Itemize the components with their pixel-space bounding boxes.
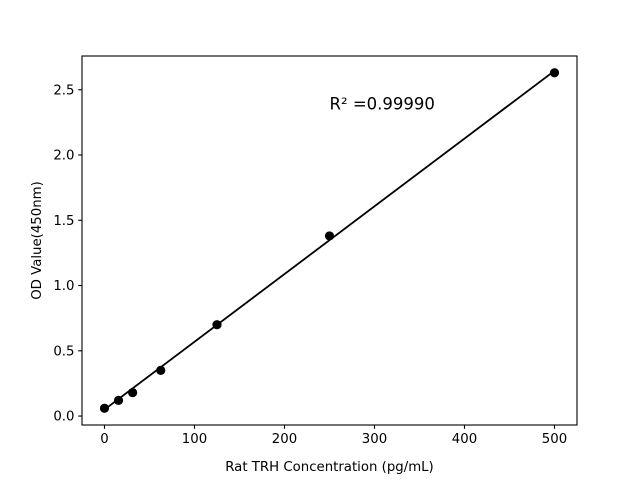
data-point (128, 387, 138, 398)
y-tick-label: 1.5 (53, 214, 74, 229)
plot-frame (81, 55, 578, 426)
y-tick-label: 0.5 (53, 344, 74, 359)
y-tick-label: 1.0 (53, 279, 74, 294)
y-axis-label: OD Value(450nm) (30, 181, 45, 300)
data-point (212, 320, 222, 330)
r-squared-annotation: R² =0.99990 (330, 94, 435, 113)
data-point (113, 395, 124, 405)
data-point (156, 365, 166, 375)
x-axis-ticks: 0 100 200 300 400 500 (100, 425, 567, 447)
x-tick-label: 300 (362, 432, 387, 447)
y-axis-ticks: 0.0 0.5 1.0 1.5 2.0 2.5 (53, 83, 82, 425)
x-tick-label: 200 (272, 432, 297, 447)
y-tick-label: 0.0 (53, 410, 74, 425)
data-point (549, 68, 560, 78)
x-axis-label: Rat TRH Concentration (pg/mL) (225, 460, 434, 475)
data-point (324, 231, 335, 241)
x-tick-label: 500 (542, 432, 567, 447)
y-tick-label: 2.0 (53, 149, 74, 164)
y-tick-label: 2.5 (53, 83, 74, 98)
x-tick-label: 400 (452, 432, 477, 447)
data-points (99, 68, 560, 413)
x-tick-label: 0 (100, 432, 108, 447)
x-tick-label: 100 (182, 432, 207, 447)
data-point (99, 403, 110, 413)
